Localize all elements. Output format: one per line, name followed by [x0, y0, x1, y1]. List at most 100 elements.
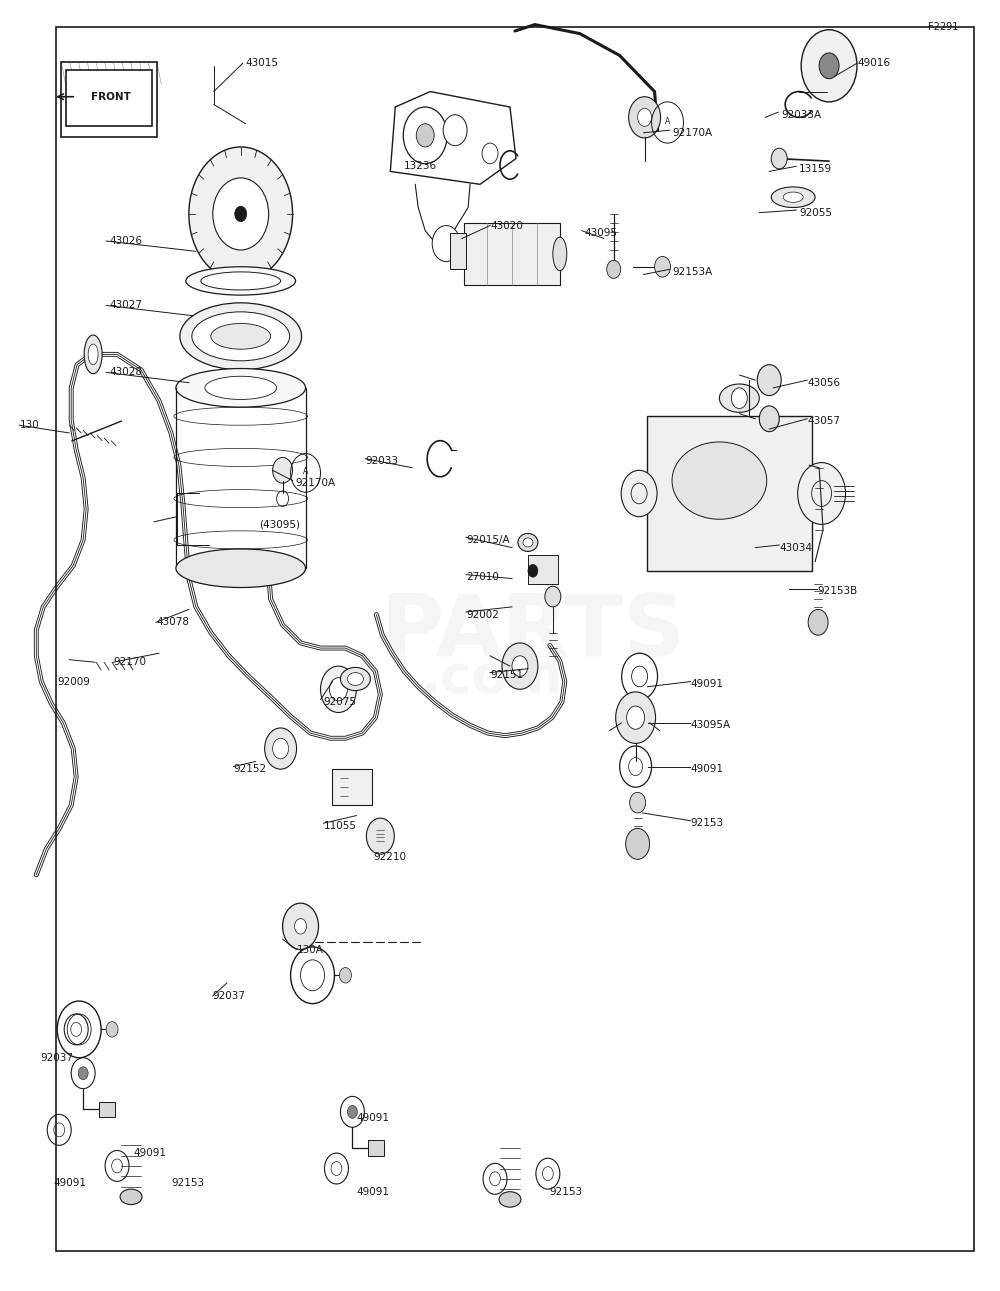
Circle shape: [482, 143, 498, 164]
Circle shape: [432, 226, 460, 262]
Ellipse shape: [672, 442, 767, 519]
Circle shape: [757, 364, 781, 395]
Circle shape: [273, 738, 289, 759]
Text: PARTS: PARTS: [380, 591, 685, 674]
Text: 43026: 43026: [109, 236, 142, 247]
Circle shape: [502, 643, 538, 689]
Circle shape: [771, 148, 787, 169]
Text: 92210: 92210: [373, 852, 406, 862]
Text: 43027: 43027: [109, 301, 142, 310]
Bar: [368, 1140, 384, 1155]
Circle shape: [630, 793, 646, 813]
Circle shape: [616, 692, 656, 744]
Ellipse shape: [347, 673, 363, 686]
Text: 92170: 92170: [113, 657, 146, 667]
Text: 92002: 92002: [466, 609, 499, 620]
Circle shape: [416, 124, 434, 147]
Text: 43095: 43095: [585, 229, 618, 239]
Circle shape: [273, 457, 293, 483]
Ellipse shape: [553, 238, 567, 271]
Text: FRONT: FRONT: [91, 92, 131, 102]
Circle shape: [339, 967, 351, 982]
Circle shape: [78, 1066, 88, 1079]
Text: 92037: 92037: [213, 991, 246, 1001]
Text: A: A: [665, 116, 670, 125]
Ellipse shape: [211, 324, 271, 349]
Text: 92153: 92153: [171, 1177, 204, 1188]
Circle shape: [626, 829, 650, 860]
Circle shape: [607, 261, 621, 279]
Text: 92033: 92033: [365, 456, 398, 466]
Text: 49091: 49091: [133, 1148, 166, 1158]
Ellipse shape: [186, 267, 296, 296]
Circle shape: [638, 108, 652, 127]
Text: 11055: 11055: [323, 821, 356, 831]
Circle shape: [731, 387, 747, 408]
Circle shape: [295, 919, 307, 935]
Circle shape: [808, 609, 828, 635]
Text: 92153: 92153: [550, 1186, 583, 1197]
Circle shape: [265, 728, 297, 769]
Circle shape: [321, 666, 356, 713]
Text: 49091: 49091: [53, 1177, 86, 1188]
Text: 43057: 43057: [807, 417, 840, 426]
Circle shape: [366, 818, 394, 855]
Circle shape: [798, 462, 846, 524]
Text: 49091: 49091: [690, 679, 723, 689]
Circle shape: [189, 147, 293, 281]
Bar: [99, 1101, 115, 1117]
Ellipse shape: [523, 538, 533, 547]
FancyBboxPatch shape: [66, 70, 152, 127]
Ellipse shape: [518, 533, 538, 551]
Ellipse shape: [783, 192, 803, 203]
Circle shape: [106, 1021, 118, 1037]
Circle shape: [629, 97, 661, 138]
Ellipse shape: [176, 368, 306, 407]
Text: 92015/A: 92015/A: [466, 534, 510, 545]
Text: A: A: [303, 467, 308, 476]
Circle shape: [443, 115, 467, 146]
Text: F2291: F2291: [928, 22, 959, 32]
Text: 27010: 27010: [466, 572, 499, 582]
Text: 49016: 49016: [857, 58, 890, 68]
Text: 43078: 43078: [156, 617, 189, 627]
Bar: [450, 234, 466, 270]
Ellipse shape: [205, 376, 277, 399]
Text: 92151: 92151: [490, 670, 523, 680]
Bar: [528, 555, 558, 584]
Circle shape: [621, 470, 657, 516]
Circle shape: [235, 207, 247, 222]
Text: 43056: 43056: [807, 378, 840, 387]
Text: 43034: 43034: [779, 542, 812, 553]
Text: 130: 130: [19, 420, 39, 430]
Ellipse shape: [719, 383, 759, 412]
Circle shape: [819, 53, 839, 79]
Ellipse shape: [340, 667, 370, 691]
Bar: [332, 769, 372, 806]
Ellipse shape: [499, 1192, 521, 1207]
Ellipse shape: [88, 345, 98, 364]
Text: 92009: 92009: [57, 676, 90, 687]
Text: 92153A: 92153A: [673, 267, 713, 276]
Text: 43020: 43020: [490, 221, 523, 231]
Circle shape: [283, 904, 319, 949]
Text: 49091: 49091: [356, 1113, 389, 1123]
Text: .com: .com: [420, 652, 563, 704]
Bar: [464, 223, 560, 285]
Circle shape: [329, 678, 347, 701]
Text: 92170A: 92170A: [673, 128, 713, 138]
Text: 130A: 130A: [297, 945, 323, 954]
Ellipse shape: [192, 312, 290, 360]
Circle shape: [347, 1105, 357, 1118]
Circle shape: [655, 257, 671, 278]
Circle shape: [528, 564, 538, 577]
Ellipse shape: [120, 1189, 142, 1205]
Text: 43015: 43015: [246, 58, 279, 68]
Text: 92152: 92152: [234, 764, 267, 775]
Text: 92037: 92037: [40, 1052, 73, 1062]
Text: 92170A: 92170A: [296, 478, 336, 488]
Ellipse shape: [84, 336, 102, 373]
Circle shape: [545, 586, 561, 607]
Ellipse shape: [771, 187, 815, 208]
Text: 92033A: 92033A: [781, 110, 821, 120]
